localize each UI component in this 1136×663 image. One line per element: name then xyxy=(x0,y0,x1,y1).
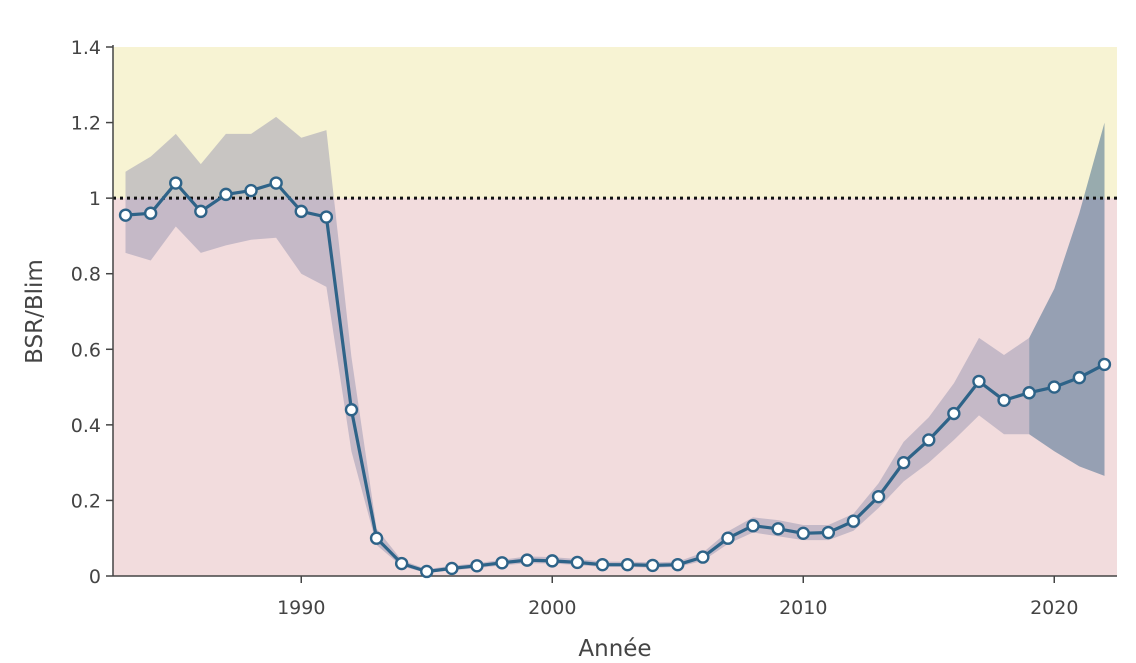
x-tick-label: 2000 xyxy=(528,597,576,619)
data-point xyxy=(1047,380,1061,394)
data-point xyxy=(871,489,886,504)
data-point xyxy=(244,183,258,198)
data-point xyxy=(570,555,585,570)
data-point xyxy=(369,531,384,545)
y-tick-label: 1 xyxy=(89,188,101,210)
data-point xyxy=(671,557,685,572)
data-point xyxy=(118,208,133,222)
data-point xyxy=(947,406,961,421)
data-point xyxy=(169,176,183,190)
data-point xyxy=(771,522,785,536)
data-point xyxy=(922,433,936,447)
data-point xyxy=(294,204,308,219)
y-axis-title: BSR/Blim xyxy=(22,259,48,364)
data-point xyxy=(595,557,610,572)
y-tick-label: 0.6 xyxy=(71,339,101,361)
x-axis-title: Année xyxy=(578,636,651,662)
y-tick-label: 0.4 xyxy=(71,415,101,437)
series-group xyxy=(118,176,1112,579)
x-tick-label: 2010 xyxy=(779,597,827,619)
data-point xyxy=(319,210,334,224)
confidence-band xyxy=(125,116,1030,574)
data-point xyxy=(696,550,710,564)
data-point xyxy=(846,514,861,528)
data-point xyxy=(721,531,735,545)
data-point xyxy=(545,554,559,568)
axis-labels: Année BSR/Blim xyxy=(22,259,652,662)
y-tick-label: 1.4 xyxy=(71,37,101,59)
y-tick-label: 0.2 xyxy=(71,490,101,512)
data-point xyxy=(796,526,810,541)
series-line-0 xyxy=(125,181,1106,574)
x-tick-label: 2020 xyxy=(1030,597,1078,619)
data-point xyxy=(344,403,359,417)
data-point xyxy=(520,553,534,567)
background-zones xyxy=(113,47,1117,576)
data-point xyxy=(445,561,459,576)
data-point xyxy=(194,204,208,219)
zone-1 xyxy=(113,47,1117,199)
data-point xyxy=(219,187,233,202)
y-tick-label: 0 xyxy=(89,566,101,588)
data-point xyxy=(620,557,635,572)
data-point xyxy=(1022,386,1036,400)
data-point xyxy=(746,519,760,533)
y-tick-label: 0.8 xyxy=(71,264,101,286)
y-tick-label: 1.2 xyxy=(71,113,101,135)
data-point xyxy=(269,176,283,190)
data-point xyxy=(1097,357,1112,372)
data-point xyxy=(896,455,911,470)
data-point xyxy=(972,374,986,389)
data-point xyxy=(645,558,660,573)
data-point xyxy=(420,564,434,579)
axes: 0 0.2 0.4 0.6 0.8 1 1.2 1.4 1990 2000 2010 2020 xyxy=(71,37,1117,619)
data-point xyxy=(143,206,158,220)
x-tick-label: 1990 xyxy=(277,597,325,619)
zone-0 xyxy=(113,198,1117,576)
data-point xyxy=(470,559,484,573)
data-point xyxy=(821,525,836,540)
data-point xyxy=(495,556,509,570)
data-point xyxy=(394,556,409,571)
data-point xyxy=(1072,370,1087,385)
data-point xyxy=(997,393,1011,407)
